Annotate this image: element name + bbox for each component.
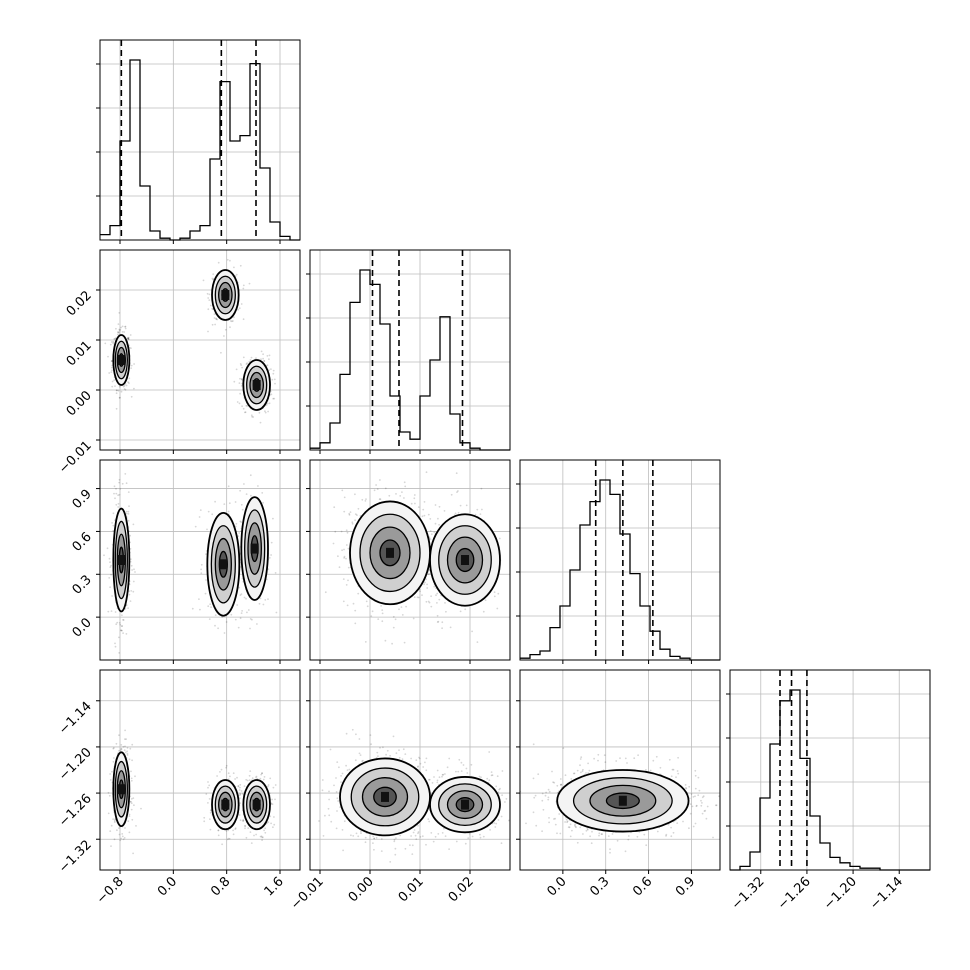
density-peak <box>386 547 394 558</box>
x-tick-label: −0.8 <box>94 874 127 907</box>
y-tick-label: −0.01 <box>56 438 95 477</box>
density-peak <box>252 380 261 390</box>
contour-group <box>556 769 690 833</box>
density-peak <box>221 290 230 300</box>
x-tick-label: −0.01 <box>288 874 327 913</box>
density-peak <box>461 555 469 565</box>
density-peak <box>252 799 261 810</box>
density-peak <box>219 559 228 570</box>
y-tick-label: −1.20 <box>56 745 95 784</box>
density-peak <box>117 555 126 565</box>
x-tick-label: 0.8 <box>208 874 233 899</box>
contour-group <box>339 757 431 837</box>
panel-frame <box>729 669 931 871</box>
density-peak <box>618 795 627 806</box>
histogram-panel-1 <box>306 249 511 451</box>
contour-group <box>240 496 269 601</box>
x-tick-label: 0.6 <box>630 874 655 899</box>
histogram-panel-0 <box>96 39 301 241</box>
y-tick-label: −1.14 <box>56 699 95 738</box>
x-tick-label: −1.26 <box>775 874 814 913</box>
joint-panel-3-2 <box>519 669 721 871</box>
histogram-steps <box>310 269 510 451</box>
histogram-panel-3 <box>726 669 931 871</box>
y-tick-label: 0.3 <box>70 573 95 598</box>
y-tick-label: 0.02 <box>64 288 95 319</box>
density-peak <box>117 355 126 365</box>
joint-panel-3-1 <box>309 669 511 871</box>
panel-frame <box>309 249 511 451</box>
contour-group <box>242 359 271 411</box>
contour-group <box>206 511 241 617</box>
density-peak <box>381 791 389 802</box>
y-tick-label: 0.9 <box>70 487 95 512</box>
panel-frame <box>99 39 301 241</box>
joint-panel-3-0 <box>99 669 301 871</box>
y-tick-label: 0.0 <box>70 615 95 640</box>
contour-group <box>429 776 501 834</box>
contour-group <box>112 507 131 613</box>
x-tick-label: 1.6 <box>262 874 287 899</box>
y-tick-label: 0.01 <box>64 338 95 369</box>
panel-frame <box>519 669 721 871</box>
contour-group <box>211 779 240 831</box>
x-tick-label: −1.20 <box>821 874 860 913</box>
histogram-panel-2 <box>516 459 721 661</box>
panel-frame <box>99 249 301 451</box>
panel-frame <box>99 459 301 661</box>
density-peak <box>461 799 469 810</box>
panel-frame <box>519 459 721 661</box>
x-tick-label: −1.14 <box>867 874 906 913</box>
panel-frame <box>309 459 511 661</box>
joint-panel-2-1 <box>309 459 511 661</box>
contour-group <box>112 751 131 828</box>
x-tick-label: 0.0 <box>544 874 569 899</box>
x-tick-label: 0.9 <box>673 874 698 899</box>
x-tick-label: 0.01 <box>396 874 427 905</box>
contour-group <box>112 334 131 386</box>
x-tick-label: 0.3 <box>587 874 612 899</box>
histogram-steps <box>730 689 930 871</box>
x-tick-label: 0.02 <box>446 874 477 905</box>
joint-panel-1-0 <box>99 249 301 451</box>
x-tick-label: −1.32 <box>729 874 768 913</box>
y-tick-label: 0.00 <box>64 388 95 419</box>
x-tick-label: 0.0 <box>155 874 180 899</box>
contour-group <box>429 513 501 607</box>
density-peak <box>221 799 230 810</box>
density-peak <box>250 543 259 554</box>
contour-group <box>242 779 271 831</box>
y-tick-label: −1.32 <box>56 837 95 876</box>
panel-frame <box>99 669 301 871</box>
contour-group <box>349 500 431 606</box>
density-peak <box>117 784 126 795</box>
x-tick-label: 0.00 <box>346 874 377 905</box>
histogram-steps <box>100 59 300 241</box>
y-tick-label: −1.26 <box>56 791 95 830</box>
contour-group <box>211 269 240 321</box>
y-tick-label: 0.6 <box>70 530 95 555</box>
joint-panel-2-0 <box>99 459 301 661</box>
panel-frame <box>309 669 511 871</box>
histogram-steps <box>520 479 720 661</box>
